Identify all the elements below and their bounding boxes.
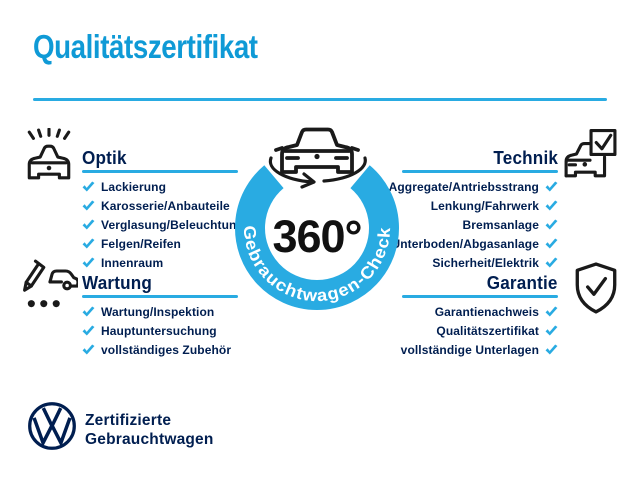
list-item: Innenraum bbox=[82, 253, 163, 272]
degree-value: 360° bbox=[272, 211, 361, 262]
list-item-label: vollständiges Zubehör bbox=[101, 342, 232, 357]
car-rotation-icon bbox=[268, 127, 367, 189]
check-icon bbox=[545, 306, 558, 317]
list-item: Lackierung bbox=[82, 177, 166, 196]
list-item: vollständige Unterlagen bbox=[401, 340, 558, 359]
list-item-label: Bremsanlage bbox=[462, 217, 539, 232]
list-item-label: Lenkung/Fahrwerk bbox=[430, 198, 539, 213]
list-wartung: Wartung/Inspektion Hauptuntersuchung vol… bbox=[82, 302, 231, 359]
list-item: Qualitätszertifikat bbox=[436, 321, 558, 340]
list-item-label: Innenraum bbox=[101, 255, 164, 270]
list-item-label: Aggregate/Antriebsstrang bbox=[388, 179, 539, 194]
list-item: Hauptuntersuchung bbox=[82, 321, 217, 340]
check-icon bbox=[82, 344, 95, 355]
section-title-optik: Optik bbox=[82, 148, 127, 168]
list-item: Felgen/Reifen bbox=[82, 234, 181, 253]
vw-logo bbox=[28, 402, 76, 450]
list-item-label: Qualitätszertifikat bbox=[436, 323, 539, 338]
list-item-label: Wartung/Inspektion bbox=[101, 304, 215, 319]
underline-wartung bbox=[82, 295, 238, 298]
check-icon bbox=[545, 200, 558, 211]
check-icon bbox=[82, 325, 95, 336]
underline-technik bbox=[402, 170, 558, 173]
car-shine-icon bbox=[27, 128, 71, 180]
list-item: vollständiges Zubehör bbox=[82, 340, 231, 359]
list-item-label: Unterboden/Abgasanlage bbox=[391, 236, 539, 251]
list-optik: Lackierung Karosserie/Anbauteile Verglas… bbox=[82, 177, 244, 272]
check-icon bbox=[545, 325, 558, 336]
list-garantie: Garantienachweis Qualitätszertifikat vol… bbox=[401, 302, 558, 359]
list-item: Wartung/Inspektion bbox=[82, 302, 214, 321]
check-icon bbox=[82, 257, 95, 268]
footer-claim: Zertifizierte Gebrauchtwagen bbox=[85, 411, 214, 449]
title-divider bbox=[33, 98, 607, 101]
pencil-car-icon bbox=[23, 259, 78, 308]
list-item-label: Hauptuntersuchung bbox=[101, 323, 217, 338]
check-icon bbox=[82, 181, 95, 192]
list-item-label: vollständige Unterlagen bbox=[400, 342, 539, 357]
list-item-label: Sicherheit/Elektrik bbox=[432, 255, 539, 270]
page-title: Qualitätszertifikat bbox=[33, 28, 258, 65]
check-icon bbox=[82, 200, 95, 211]
check-icon bbox=[82, 306, 95, 317]
check-icon bbox=[82, 238, 95, 249]
check-icon bbox=[545, 238, 558, 249]
list-item-label: Lackierung bbox=[101, 179, 167, 194]
ring bbox=[235, 165, 399, 310]
list-technik: Aggregate/Antriebsstrang Lenkung/Fahrwer… bbox=[389, 177, 558, 272]
list-item: Aggregate/Antriebsstrang bbox=[389, 177, 558, 196]
check-icon bbox=[545, 181, 558, 192]
check-icon bbox=[545, 257, 558, 268]
list-item: Sicherheit/Elektrik bbox=[432, 253, 558, 272]
check-icon bbox=[82, 219, 95, 230]
list-item: Bremsanlage bbox=[463, 215, 558, 234]
list-item-label: Felgen/Reifen bbox=[101, 236, 181, 251]
footer-claim-line2: Gebrauchtwagen bbox=[85, 431, 214, 448]
check-icon bbox=[545, 219, 558, 230]
list-item: Lenkung/Fahrwerk bbox=[431, 196, 558, 215]
footer-claim-line1: Zertifizierte bbox=[85, 412, 172, 429]
section-title-garantie: Garantie bbox=[487, 273, 558, 293]
underline-garantie bbox=[402, 295, 558, 298]
check-icon bbox=[545, 344, 558, 355]
shield-check-icon bbox=[575, 262, 617, 314]
list-item-label: Garantienachweis bbox=[434, 304, 539, 319]
list-item: Garantienachweis bbox=[435, 302, 558, 321]
list-item-label: Verglasung/Beleuchtung bbox=[101, 217, 244, 232]
section-title-technik: Technik bbox=[493, 148, 558, 168]
list-item: Karosserie/Anbauteile bbox=[82, 196, 230, 215]
list-item: Unterboden/Abgasanlage bbox=[391, 234, 558, 253]
underline-optik bbox=[82, 170, 238, 173]
list-item-label: Karosserie/Anbauteile bbox=[101, 198, 230, 213]
list-item: Verglasung/Beleuchtung bbox=[82, 215, 244, 234]
360-check-badge: Gebrauchtwagen-Check 360° bbox=[235, 127, 399, 310]
section-title-wartung: Wartung bbox=[82, 273, 153, 293]
car-checkbox-icon bbox=[564, 129, 617, 178]
